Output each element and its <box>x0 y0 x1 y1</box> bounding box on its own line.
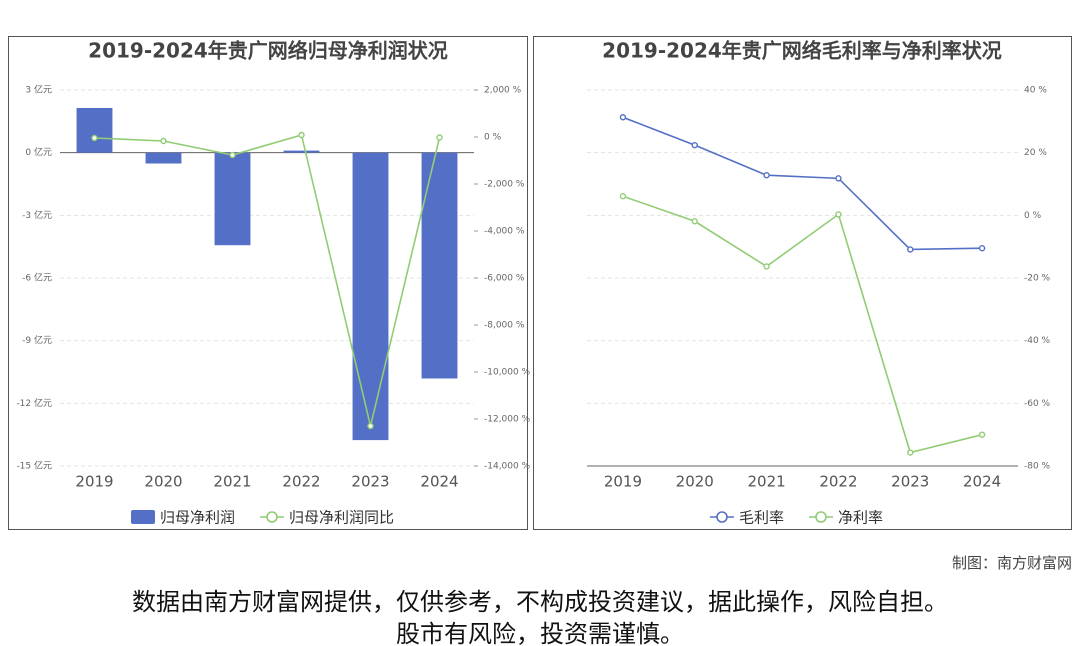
charts: 2019-2024年贵广网络归母净利润状况 3 亿元 0 亿元 -3 亿元 -6 亿元 -… <box>16 39 1051 527</box>
legend-label: 毛利率 <box>739 509 784 527</box>
legend-label: 归母净利润 <box>160 509 235 527</box>
y-tick-label: -40 % <box>1024 336 1051 346</box>
x-tick-label: 2023 <box>891 473 929 491</box>
legend-label: 归母净利润同比 <box>289 509 394 527</box>
y-tick-label: 3 亿元 <box>25 84 52 96</box>
point <box>691 218 698 225</box>
point <box>367 422 374 430</box>
bar <box>283 150 320 153</box>
y2-tick-label: -6,000 % <box>484 274 525 284</box>
bar <box>352 152 389 441</box>
x-tick-label: 2024 <box>963 473 1001 491</box>
y2-tick-label: -12,000 % <box>484 415 531 425</box>
point <box>763 263 770 270</box>
y-tick-label: -80 % <box>1024 462 1051 472</box>
point <box>619 114 627 121</box>
legend-swatch <box>266 511 278 523</box>
point <box>298 131 305 139</box>
y-tick-label: 0 % <box>1024 211 1042 221</box>
legend-swatch <box>131 510 155 524</box>
point <box>907 246 914 253</box>
y2-tick-label: -4,000 % <box>484 227 525 237</box>
x-tick-label: 2020 <box>676 473 714 491</box>
point <box>619 193 627 200</box>
y-tick-label: 40 % <box>1024 86 1047 96</box>
point <box>436 134 443 141</box>
y2-tick-label: 2,000 % <box>484 86 522 96</box>
legend-swatch <box>815 511 827 523</box>
x-tick-label: 2019 <box>604 473 642 491</box>
point <box>835 211 842 218</box>
x-tick-label: 2021 <box>213 473 251 491</box>
x-tick-label: 2022 <box>282 473 320 491</box>
y-tick-label: 20 % <box>1024 148 1047 158</box>
point <box>691 141 698 149</box>
y2-tick-label: -14,000 % <box>484 462 531 472</box>
line <box>94 134 441 427</box>
point <box>229 151 236 159</box>
point <box>835 175 842 182</box>
x-tick-label: 2023 <box>351 473 389 491</box>
disclaimer-line: 数据由南方财富网提供，仅供参考，不构成投资建议，据此操作，风险自担。 <box>132 588 948 616</box>
bar <box>421 152 458 379</box>
panel-left <box>8 36 528 530</box>
y2-tick-label: -10,000 % <box>484 368 531 378</box>
x-tick-label: 2022 <box>819 473 857 491</box>
y-tick-label: -12 亿元 <box>16 397 52 409</box>
chart-title: 2019-2024年贵广网络毛利率与净利率状况 <box>602 39 1002 63</box>
y-tick-label: -15 亿元 <box>16 460 52 472</box>
bar <box>214 152 251 246</box>
y-tick-label: -60 % <box>1024 399 1051 409</box>
legend-swatch <box>716 511 728 523</box>
y-tick-label: -6 亿元 <box>22 272 52 284</box>
y2-tick-label: -8,000 % <box>484 321 525 331</box>
point <box>907 449 914 456</box>
legend-label: 净利率 <box>838 509 883 527</box>
panel-right <box>533 36 1072 530</box>
x-tick-label: 2020 <box>144 473 182 491</box>
y-tick-label: 0 亿元 <box>25 146 52 158</box>
x-tick-label: 2019 <box>75 473 113 491</box>
point <box>91 134 98 142</box>
x-tick-label: 2024 <box>420 473 458 491</box>
point <box>763 172 770 179</box>
y2-tick-label: 0 % <box>484 133 502 143</box>
point <box>978 245 986 252</box>
chart-title: 2019-2024年贵广网络归母净利润状况 <box>88 39 448 63</box>
y-tick-label: -3 亿元 <box>22 209 52 221</box>
credit: 制图：南方财富网 <box>951 554 1072 572</box>
line <box>622 116 983 251</box>
bar <box>145 152 182 164</box>
y-tick-label: -9 亿元 <box>22 334 52 346</box>
bar <box>76 107 113 153</box>
point <box>978 431 986 438</box>
disclaimer-line: 股市有风险，投资需谨慎。 <box>396 620 684 646</box>
y-tick-label: -20 % <box>1024 274 1051 284</box>
y2-tick-label: -2,000 % <box>484 180 525 190</box>
point <box>160 137 167 145</box>
x-tick-label: 2021 <box>747 473 785 491</box>
line <box>622 195 983 454</box>
